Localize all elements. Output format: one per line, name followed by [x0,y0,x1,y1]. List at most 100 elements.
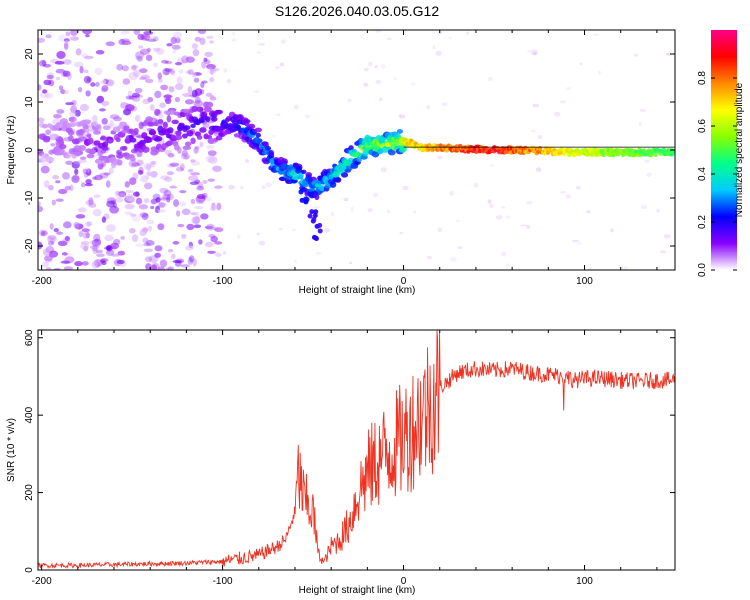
spectrogram-noise-blob [487,77,494,82]
spectrogram-noise-blob [58,85,64,91]
spectrogram-noise-blob [363,82,369,87]
spectrogram-noise-blob [56,231,63,235]
spectrogram-noise-blob [374,65,379,68]
spectrogram-noise-blob [164,176,173,183]
spectrogram-noise-blob [449,256,457,262]
spectrogram-noise-blob [172,49,177,54]
spectrogram-noise-blob [204,51,213,58]
spectrogram-noise-blob [205,223,215,231]
spectrogram-noise-blob [228,184,235,190]
spectrogram-noise-blob [69,110,77,117]
spectrogram-noise-blob [48,250,59,258]
chart-title: S126.2026.040.03.05.G12 [275,3,439,19]
spectrogram-noise-blob [100,79,107,85]
spectrogram-noise-blob [121,65,129,72]
spectrogram-noise-blob [190,172,201,176]
spectrogram-noise-blob [150,170,158,178]
spectrogram-noise-blob [191,89,198,98]
spectrogram-noise-blob [231,38,237,42]
spectrogram-ridge-blob [119,121,127,127]
spectrogram-noise-blob [75,214,86,219]
spectrogram-y-tick-label: -20 [24,238,35,253]
spectrogram-noise-blob [116,149,122,155]
spectrogram-ridge-blob [86,153,95,159]
spectrogram-noise-blob [147,38,157,42]
spectrogram-noise-blob [125,193,136,202]
spectrogram-noise-blob [641,205,648,210]
spectrogram-noise-blob [181,59,188,64]
spectrogram-noise-blob [208,156,218,164]
spectrogram-noise-blob [168,85,175,93]
spectrogram-ridge-blob [201,111,208,118]
spectrogram-ridge-blob [129,156,136,162]
spectrogram-noise-blob [67,72,72,81]
spectrogram-x-tick-label: -200 [32,276,52,287]
spectrogram-noise-blob [134,87,143,94]
colorbar-ticks: 0.0 0.2 0.4 0.6 0.8 [697,71,737,277]
spectrogram-noise-blob [375,30,382,33]
spectrogram-ridge-blob [88,148,96,154]
spectrogram-noise-blob [175,37,181,44]
spectrogram-noise-blob [106,267,114,270]
spectrogram-noise-blob [174,96,180,103]
spectrogram-noise-blob [125,189,134,194]
spectrogram-noise-blob [40,230,46,237]
spectrogram-noise-blob [65,31,71,37]
spectrogram-noise-blob [644,159,651,163]
spectrogram-noise-blob [38,205,44,213]
spectrogram-noise-blob [210,94,215,99]
spectrogram-noise-blob [131,92,140,98]
spectrogram-noise-blob [196,185,205,191]
spectrogram-ridge-blob [102,141,109,149]
spectrogram-noise-blob [45,267,52,270]
spectrogram-noise-blob [147,171,152,177]
spectrogram-noise-blob [99,172,109,179]
spectrogram-noise-blob [43,79,52,86]
spectrogram-noise-blob [142,237,149,244]
colorbar: 0.0 0.2 0.4 0.6 0.8 Normalized spectral ampl… [697,30,745,277]
spectrogram-ridge-blob [78,145,86,151]
spectrogram-ridge-blob [68,135,74,142]
spectrogram-noise-blob [115,197,124,203]
spectrogram-noise-blob [125,95,134,100]
spectrogram-ridge-blob [167,127,174,134]
spectrogram-noise-blob [42,89,48,94]
spectrogram-noise-blob [410,82,416,86]
spectrogram-noise-blob [663,234,671,239]
spectrogram-noise-blob [105,79,115,87]
snr-x-axis-label: Height of straight line (km) [299,585,416,596]
spectrogram-noise-blob [101,216,107,223]
spectrogram-noise-blob [125,104,135,112]
spectrogram-noise-blob [212,165,222,172]
spectrogram-ridge-blob [147,121,154,126]
spectrogram-noise-blob [261,185,266,190]
spectrogram-noise-blob [214,241,223,245]
spectrogram-noise-blob [38,241,43,250]
spectrogram-noise-blob [79,156,87,161]
spectrogram-noise-blob [350,206,355,212]
spectrogram-noise-blob [166,193,175,201]
spectrogram-noise-blob [137,169,144,175]
spectrogram-noise-blob [330,212,335,217]
spectrogram-ridge-blob [182,108,191,114]
spectrogram-noise-blob [147,225,153,232]
spectrogram-noise-blob [527,50,534,54]
spectrogram-noise-blob [157,209,166,213]
spectrogram-noise-blob [101,117,108,125]
spectrogram-branch-blob [313,235,319,241]
spectrogram-ridge-blob [41,153,48,158]
spectrogram-ridge-blob [102,125,111,131]
spectrogram-noise-blob [85,168,92,176]
spectrogram-noise-blob [157,72,163,80]
spectrogram-ridge-blob [71,138,80,145]
spectrogram-y-axis-label: Frequency (Hz) [6,116,17,185]
spectrogram-noise-blob [83,75,92,84]
spectrogram-noise-blob [593,33,600,36]
spectrogram-noise-blob [166,171,175,176]
spectrogram-noise-blob [193,77,200,83]
spectrogram-noise-blob [190,198,196,205]
spectrogram-noise-blob [237,234,241,240]
spectrogram-noise-blob [526,225,530,229]
spectrogram-noise-blob [160,175,170,181]
spectrogram-noise-blob [199,89,205,95]
